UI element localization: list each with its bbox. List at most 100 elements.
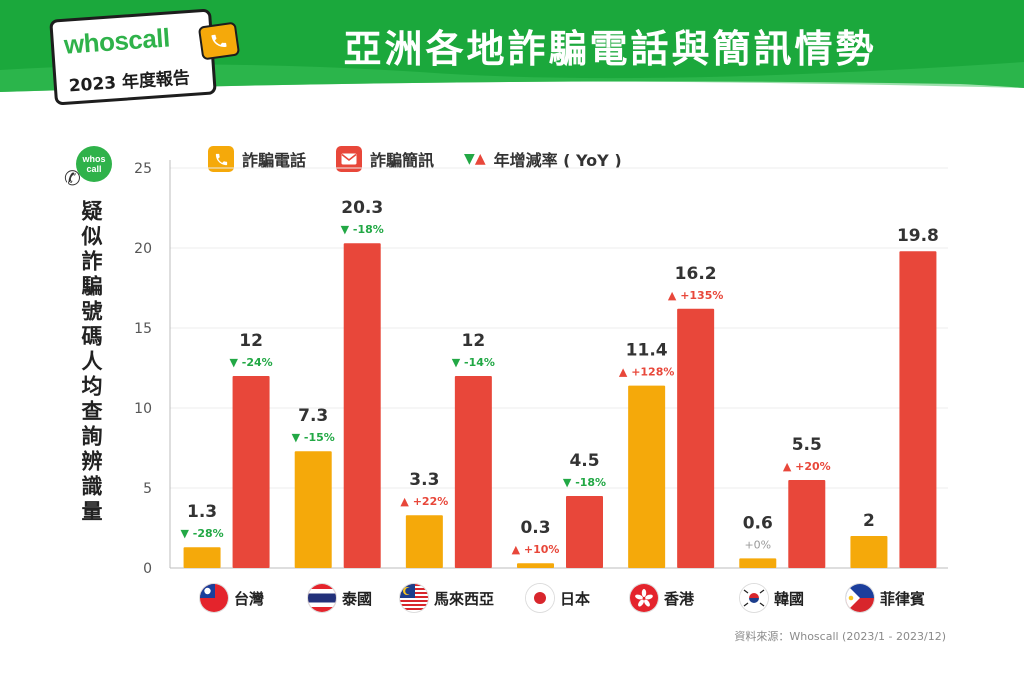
data-label: 4.5 <box>569 451 599 471</box>
data-label: 5.5 <box>792 435 822 455</box>
malaysia-flag-icon <box>400 584 428 612</box>
bar-sms <box>454 376 492 568</box>
country-thailand: 泰國 <box>308 580 372 616</box>
legend-yoy: ▼ ▲ 年增減率 ( YoY ) <box>464 147 622 171</box>
yoy-label: ▼ -24% <box>229 356 272 369</box>
yoy-value: -18% <box>353 223 384 236</box>
data-label: 1.3 <box>187 502 217 522</box>
country-axis: 台灣 泰國 馬來西亞 日本 香港 韓國 菲律賓 <box>0 580 1024 616</box>
triangle-up-icon: ▲ <box>512 543 524 556</box>
yoy-value: +20% <box>795 460 831 473</box>
bar-calls <box>850 536 888 568</box>
bar-sms <box>343 243 381 568</box>
bar-calls <box>183 547 221 568</box>
y-tick-label: 0 <box>143 561 152 577</box>
country-label: 馬來西亞 <box>434 589 495 608</box>
yoy-value: -18% <box>575 476 606 489</box>
y-axis-label: 疑似詐騙號碼人均查詢辨識量 <box>79 200 103 525</box>
y-tick-label: 20 <box>134 241 152 257</box>
triangle-down-icon: ▼ <box>464 151 475 167</box>
bar-sms <box>566 496 603 568</box>
philippines-flag-icon <box>846 584 874 612</box>
y-tick-label: 25 <box>134 161 152 177</box>
bar-calls <box>294 451 332 568</box>
yoy-value: -15% <box>304 431 335 444</box>
bar-calls <box>739 558 777 568</box>
country-korea: 韓國 <box>740 580 804 616</box>
country-label: 日本 <box>560 589 591 608</box>
phone-icon <box>197 21 241 61</box>
yoy-label: ▲ +135% <box>668 289 724 302</box>
japan-flag-icon <box>526 584 554 612</box>
y-tick-label: 10 <box>134 401 152 417</box>
triangle-down-icon: ▼ <box>563 476 575 489</box>
country-hongkong: 香港 <box>630 580 694 616</box>
yoy-label: +0% <box>744 538 771 551</box>
yoy-label: ▼ -18% <box>341 223 384 236</box>
country-label: 菲律賓 <box>880 589 926 608</box>
y-tick-label: 5 <box>143 481 152 497</box>
triangle-up-icon: ▲ <box>783 460 795 473</box>
country-label: 泰國 <box>342 589 373 608</box>
yoy-value: -24% <box>242 356 273 369</box>
yoy-label: ▲ +10% <box>512 543 560 556</box>
legend-calls-label: 詐騙電話 <box>242 151 307 170</box>
whoscall-logo: whos call <box>76 146 112 182</box>
bar-calls <box>405 515 443 568</box>
yoy-value: -28% <box>193 527 224 540</box>
data-label: 2 <box>863 511 875 531</box>
triangle-up-icon: ▲ <box>474 151 486 167</box>
country-label: 韓國 <box>774 589 805 608</box>
yoy-value: +10% <box>524 543 560 556</box>
data-label: 12 <box>462 331 486 351</box>
data-label: 0.6 <box>743 513 773 533</box>
data-label: 0.3 <box>520 518 550 538</box>
hongkong-flag-icon <box>630 584 658 612</box>
header-banner <box>0 0 1024 92</box>
bar-sms <box>788 480 826 568</box>
data-label: 11.4 <box>626 341 668 361</box>
yoy-value: +22% <box>413 495 449 508</box>
yoy-label: ▲ +22% <box>400 495 448 508</box>
bar-calls <box>628 385 666 568</box>
bar-sms <box>677 308 715 568</box>
thailand-flag-icon <box>308 584 336 612</box>
data-label: 3.3 <box>409 470 439 490</box>
triangle-up-icon: ▲ <box>668 289 680 302</box>
yoy-label: ▲ +128% <box>619 366 675 379</box>
bar-sms <box>899 251 937 568</box>
data-label: 19.8 <box>897 226 939 246</box>
country-malaysia: 馬來西亞 <box>400 580 494 616</box>
triangle-up-icon: ▲ <box>400 495 412 508</box>
yoy-value: -14% <box>464 356 495 369</box>
yoy-value: +0% <box>744 538 771 551</box>
country-taiwan: 台灣 <box>200 580 264 616</box>
yoy-label: ▼ -18% <box>563 476 606 489</box>
data-label: 12 <box>239 331 263 351</box>
triangle-up-icon: ▲ <box>619 366 631 379</box>
bar-calls <box>517 563 554 568</box>
data-label: 16.2 <box>675 264 717 284</box>
legend-sms-label: 詐騙簡訊 <box>370 151 435 170</box>
country-label: 香港 <box>664 589 695 608</box>
data-label: 20.3 <box>341 198 383 218</box>
triangle-down-icon: ▼ <box>341 223 353 236</box>
country-japan: 日本 <box>526 580 590 616</box>
korea-flag-icon <box>740 584 768 612</box>
country-philippines: 菲律賓 <box>846 580 925 616</box>
y-tick-label: 15 <box>134 321 152 337</box>
source-note: 資料來源：Whoscall (2023/1 - 2023/12) <box>734 630 946 643</box>
triangle-down-icon: ▼ <box>229 356 241 369</box>
page-title: 亞洲各地詐騙電話與簡訊情勢 <box>343 27 877 71</box>
phone-icon: ✆ <box>64 166 81 190</box>
taiwan-flag-icon <box>200 584 228 612</box>
triangle-down-icon: ▼ <box>452 356 464 369</box>
triangle-down-icon: ▼ <box>180 527 192 540</box>
data-label: 7.3 <box>298 406 328 426</box>
triangle-down-icon: ▼ <box>292 431 304 444</box>
yoy-label: ▼ -15% <box>292 431 335 444</box>
yoy-label: ▲ +20% <box>783 460 831 473</box>
yoy-value: +128% <box>631 366 674 379</box>
yoy-value: +135% <box>680 289 723 302</box>
